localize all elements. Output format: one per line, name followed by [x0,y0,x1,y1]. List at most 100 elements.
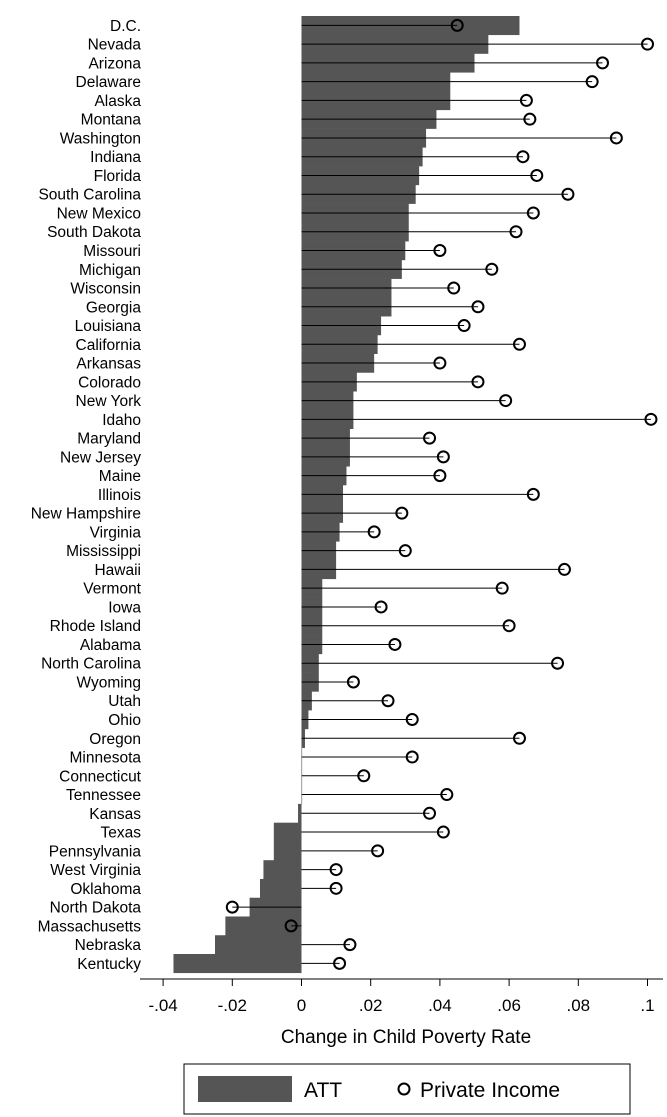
state-label: Arkansas [76,356,141,373]
private-income-point [509,225,523,239]
state-label: Indiana [90,149,141,166]
private-income-point [585,75,599,89]
state-label: New Hampshire [31,506,141,523]
state-label: Louisiana [75,318,142,335]
state-label: New Mexico [57,205,141,222]
state-label: Colorado [78,374,141,391]
state-label: Texas [101,825,142,842]
private-income-point [405,750,419,764]
state-label: Delaware [76,74,141,91]
private-income-point [398,544,412,558]
state-label: Pennsylvania [49,843,142,860]
x-axis-ticks: -.04 -.02 0 .02 .04 .06 .08 .1 [148,979,655,1015]
state-label: Minnesota [69,750,141,767]
state-label: Virginia [90,524,142,541]
state-label: Alabama [80,637,142,654]
private-income-point [499,394,513,408]
state-label: Kentucky [77,956,141,973]
state-label: Hawaii [94,562,141,579]
private-income-point [367,525,381,539]
x-tick-label: -.02 [218,996,247,1015]
private-income-point [433,469,447,483]
state-label: South Dakota [47,224,141,241]
private-income-point [644,412,658,426]
state-label: New Jersey [60,449,141,466]
state-label: Michigan [79,262,141,279]
x-tick-label: .02 [359,996,383,1015]
state-label: California [76,337,142,354]
legend: ATT Private Income [183,1063,631,1115]
state-label: Nevada [88,37,142,54]
private-income-point [512,337,526,351]
state-label: Oklahoma [70,881,141,898]
private-income-stems [232,24,651,964]
x-tick-label: .08 [566,996,590,1015]
private-income-point [423,806,437,820]
private-income-point [346,675,360,689]
att-bar [215,935,302,955]
state-label: South Carolina [38,187,141,204]
private-income-point [526,206,540,220]
state-label: Wisconsin [70,281,141,298]
private-income-point [405,713,419,726]
private-income-point [557,562,571,576]
private-income-point [641,37,654,51]
private-income-point [433,356,447,370]
private-income-point [561,187,575,201]
att-bar [225,916,302,936]
private-income-points [225,18,658,970]
state-label: New York [76,393,142,410]
private-income-point [333,956,347,970]
state-label: Washington [60,130,141,147]
state-label: Iowa [108,599,141,616]
private-income-point [609,131,623,145]
state-label: Rhode Island [50,618,141,635]
private-income-point [485,262,499,276]
state-label: Illinois [98,487,141,504]
legend-private-income-marker [397,1082,411,1096]
private-income-point [329,881,343,895]
state-label: Maine [99,468,141,485]
private-income-point [495,581,509,595]
private-income-point [423,431,437,445]
private-income-point [357,769,371,783]
x-tick-label: .06 [497,996,521,1015]
private-income-point [440,788,454,802]
att-bar [263,860,302,880]
private-income-point [523,112,537,126]
state-label: Idaho [102,412,141,429]
state-label: North Carolina [41,656,141,673]
x-tick-label: 0 [297,996,306,1015]
private-income-point [526,487,540,501]
x-tick-label: .1 [640,996,654,1015]
private-income-point [329,863,343,877]
private-income-point [457,319,471,333]
state-label: Nebraska [75,937,142,954]
private-income-point [381,694,395,708]
state-label: Alaska [94,93,141,110]
att-bar [259,878,302,899]
state-label: Utah [108,693,141,710]
private-income-point [225,900,239,914]
private-income-point [447,281,461,295]
state-label: Florida [94,168,142,185]
att-bar [298,803,302,823]
private-income-point [343,938,357,952]
state-label: North Dakota [50,900,142,917]
private-income-point [436,450,450,464]
state-label: Ohio [108,712,141,729]
state-label: Kansas [89,806,141,823]
x-axis-label: Change in Child Poverty Rate [281,1027,531,1048]
legend-att-label: ATT [304,1079,342,1102]
private-income-point [433,244,447,257]
state-label: Georgia [86,299,142,316]
private-income-point [519,93,533,107]
att-bar [273,841,302,861]
private-income-point [436,825,450,839]
state-label: Vermont [83,581,141,598]
state-label: Arizona [88,55,141,72]
private-income-point [502,619,516,633]
state-label: D.C. [110,18,141,35]
